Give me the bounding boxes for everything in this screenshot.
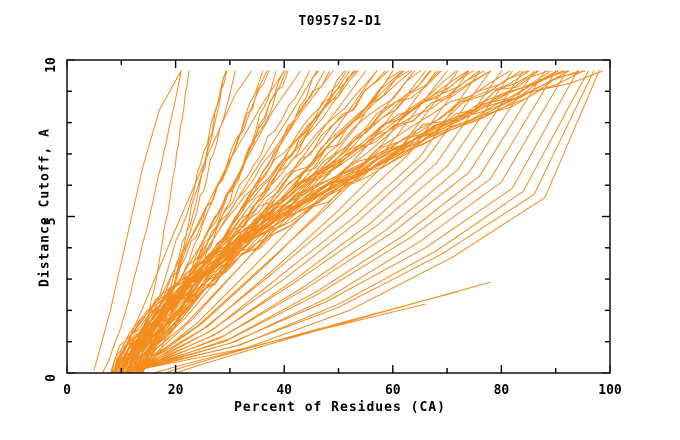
y-tick-label: 10 (44, 57, 59, 73)
axes-frame (66, 59, 611, 374)
x-tick-label: 0 (63, 383, 71, 398)
x-axis-label: Percent of Residues (CA) (234, 400, 446, 415)
x-tick-label: 60 (385, 383, 401, 398)
y-tick-label: 5 (44, 218, 59, 226)
x-tick-label: 40 (276, 383, 292, 398)
page-title: T0957s2-D1 (298, 14, 382, 29)
data-curves (93, 70, 604, 374)
y-tick-label: 0 (44, 374, 59, 382)
axis-tick-labels: 0 20 40 60 80 100 0 5 10 (44, 57, 622, 398)
y-axis-label: Distance Cutoff, A (37, 128, 53, 287)
x-tick-label: 100 (598, 383, 622, 398)
x-tick-label: 80 (494, 383, 510, 398)
x-tick-label: 20 (168, 383, 184, 398)
